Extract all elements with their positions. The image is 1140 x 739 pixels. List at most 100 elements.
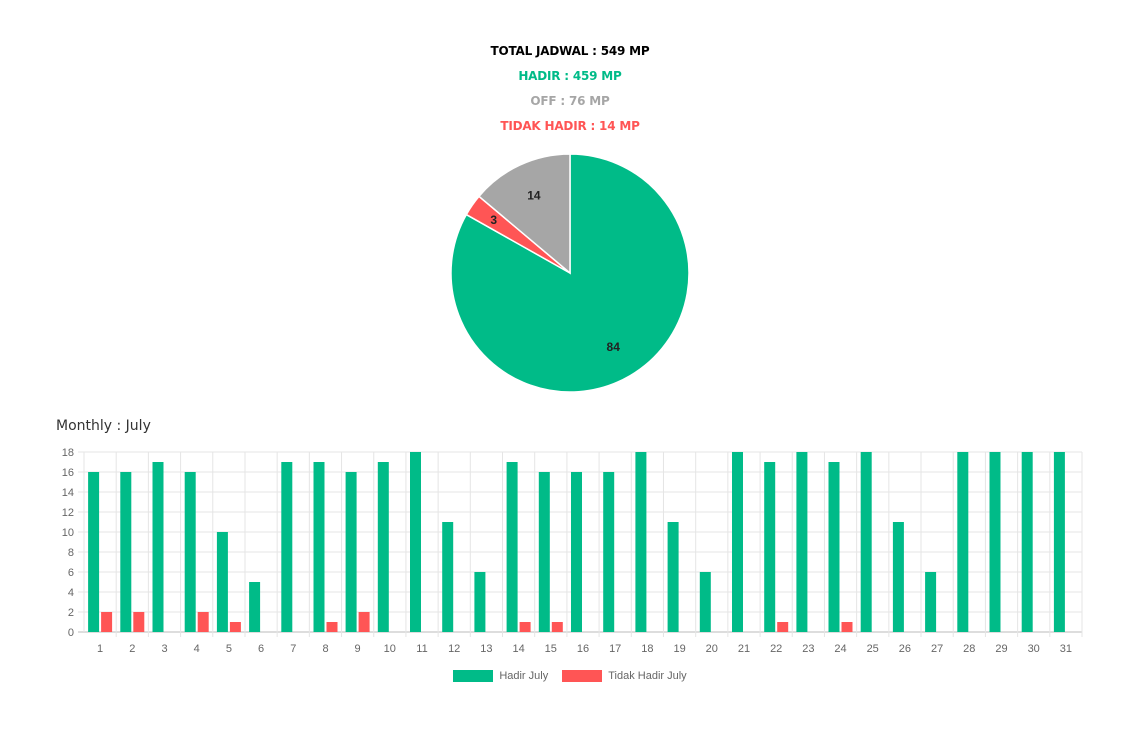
bar-tidak-hadir[interactable] xyxy=(777,622,789,632)
bar-hadir[interactable] xyxy=(184,472,196,632)
bar-hadir[interactable] xyxy=(860,452,872,632)
monthly-title: Monthly : July xyxy=(56,418,151,434)
x-tick-label: 20 xyxy=(706,643,718,655)
legend-item-tidak-hadir[interactable]: Tidak Hadir July xyxy=(562,670,687,682)
bar-hadir[interactable] xyxy=(667,522,679,632)
bar-hadir[interactable] xyxy=(345,472,357,632)
y-tick-label: 0 xyxy=(68,627,74,639)
x-tick-label: 17 xyxy=(609,643,621,655)
y-tick-label: 4 xyxy=(68,587,74,599)
bar-hadir[interactable] xyxy=(571,472,582,632)
pie-label-hadir: 84 xyxy=(607,340,621,354)
x-tick-label: 13 xyxy=(480,643,492,655)
bar-hadir[interactable] xyxy=(474,572,486,632)
x-tick-label: 3 xyxy=(161,643,167,655)
x-tick-label: 22 xyxy=(770,643,782,655)
bar-hadir[interactable] xyxy=(828,462,840,632)
x-tick-label: 7 xyxy=(290,643,296,655)
x-tick-label: 21 xyxy=(738,643,750,655)
x-tick-label: 16 xyxy=(577,643,589,655)
y-tick-label: 2 xyxy=(68,607,74,619)
bar-hadir[interactable] xyxy=(377,462,389,632)
total-jadwal-label: TOTAL JADWAL : 549 MP xyxy=(490,44,650,58)
bar-hadir[interactable] xyxy=(1053,452,1065,632)
x-tick-label: 19 xyxy=(673,643,685,655)
x-tick-label: 23 xyxy=(802,643,814,655)
x-tick-label: 24 xyxy=(834,643,846,655)
hadir-label: HADIR : 459 MP xyxy=(518,69,622,83)
bar-hadir[interactable] xyxy=(216,532,228,632)
x-tick-label: 15 xyxy=(545,643,557,655)
bar-hadir[interactable] xyxy=(699,572,711,632)
bar-hadir[interactable] xyxy=(410,452,421,632)
bar-hadir[interactable] xyxy=(732,452,743,632)
y-tick-label: 12 xyxy=(62,507,74,519)
bar-hadir[interactable] xyxy=(281,462,293,632)
x-tick-label: 9 xyxy=(355,643,361,655)
bar-tidak-hadir[interactable] xyxy=(551,622,563,632)
x-tick-label: 31 xyxy=(1060,643,1072,655)
bar-hadir[interactable] xyxy=(892,522,904,632)
bar-tidak-hadir[interactable] xyxy=(133,612,145,632)
bar-hadir[interactable] xyxy=(152,462,164,632)
x-tick-label: 14 xyxy=(512,643,524,655)
y-tick-label: 10 xyxy=(62,527,74,539)
x-tick-label: 11 xyxy=(416,643,427,655)
legend-item-hadir[interactable]: Hadir July xyxy=(453,670,548,682)
x-tick-label: 27 xyxy=(931,643,943,655)
y-tick-label: 18 xyxy=(62,447,74,459)
bar-hadir[interactable] xyxy=(989,452,1001,632)
bar-tidak-hadir[interactable] xyxy=(197,612,209,632)
bar-hadir[interactable] xyxy=(1021,452,1033,632)
x-tick-label: 10 xyxy=(384,643,396,655)
bar-hadir[interactable] xyxy=(957,452,969,632)
tidak-hadir-label: TIDAK HADIR : 14 MP xyxy=(500,119,640,133)
bar-hadir[interactable] xyxy=(120,472,132,632)
bar-hadir[interactable] xyxy=(796,452,808,632)
y-tick-label: 14 xyxy=(62,487,74,499)
x-tick-label: 30 xyxy=(1028,643,1040,655)
legend-label-hadir: Hadir July xyxy=(499,670,549,682)
bar-tidak-hadir[interactable] xyxy=(358,612,370,632)
off-label: OFF : 76 MP xyxy=(530,94,610,108)
x-tick-label: 18 xyxy=(641,643,653,655)
legend-label-tidak-hadir: Tidak Hadir July xyxy=(608,670,687,682)
x-tick-label: 12 xyxy=(448,643,460,655)
bar-hadir[interactable] xyxy=(603,472,615,632)
x-tick-label: 8 xyxy=(322,643,328,655)
x-tick-label: 25 xyxy=(867,643,879,655)
x-tick-label: 4 xyxy=(194,643,200,655)
bar-tidak-hadir[interactable] xyxy=(101,612,113,632)
attendance-summary: TOTAL JADWAL : 549 MP HADIR : 459 MP OFF… xyxy=(0,40,1140,140)
y-tick-label: 8 xyxy=(68,547,74,559)
x-tick-label: 29 xyxy=(995,643,1007,655)
x-tick-label: 5 xyxy=(226,643,232,655)
bar-tidak-hadir[interactable] xyxy=(326,622,338,632)
bar-hadir[interactable] xyxy=(635,452,647,632)
bar-hadir[interactable] xyxy=(764,462,776,632)
bar-tidak-hadir[interactable] xyxy=(841,622,853,632)
bar-hadir[interactable] xyxy=(538,472,550,632)
y-tick-label: 16 xyxy=(62,467,74,479)
legend-swatch-hadir xyxy=(453,670,494,682)
pie-label-off: 14 xyxy=(527,188,541,202)
bar-hadir[interactable] xyxy=(313,462,325,632)
pie-slice-hadir[interactable] xyxy=(450,153,690,393)
pie-slice-off[interactable] xyxy=(477,153,571,275)
legend-swatch-tidak-hadir xyxy=(562,670,603,682)
x-tick-label: 26 xyxy=(899,643,911,655)
bar-tidak-hadir[interactable] xyxy=(519,622,531,632)
bar-tidak-hadir[interactable] xyxy=(229,622,241,632)
x-tick-label: 28 xyxy=(963,643,975,655)
bar-hadir[interactable] xyxy=(442,522,454,632)
x-tick-label: 2 xyxy=(129,643,135,655)
y-tick-label: 6 xyxy=(68,567,74,579)
bar-legend: Hadir July Tidak Hadir July xyxy=(0,670,1140,682)
bar-hadir[interactable] xyxy=(506,462,518,632)
x-tick-label: 1 xyxy=(97,643,103,655)
bar-hadir[interactable] xyxy=(249,582,261,632)
bar-hadir[interactable] xyxy=(88,472,100,632)
bar-hadir[interactable] xyxy=(925,572,937,632)
x-tick-label: 6 xyxy=(258,643,264,655)
